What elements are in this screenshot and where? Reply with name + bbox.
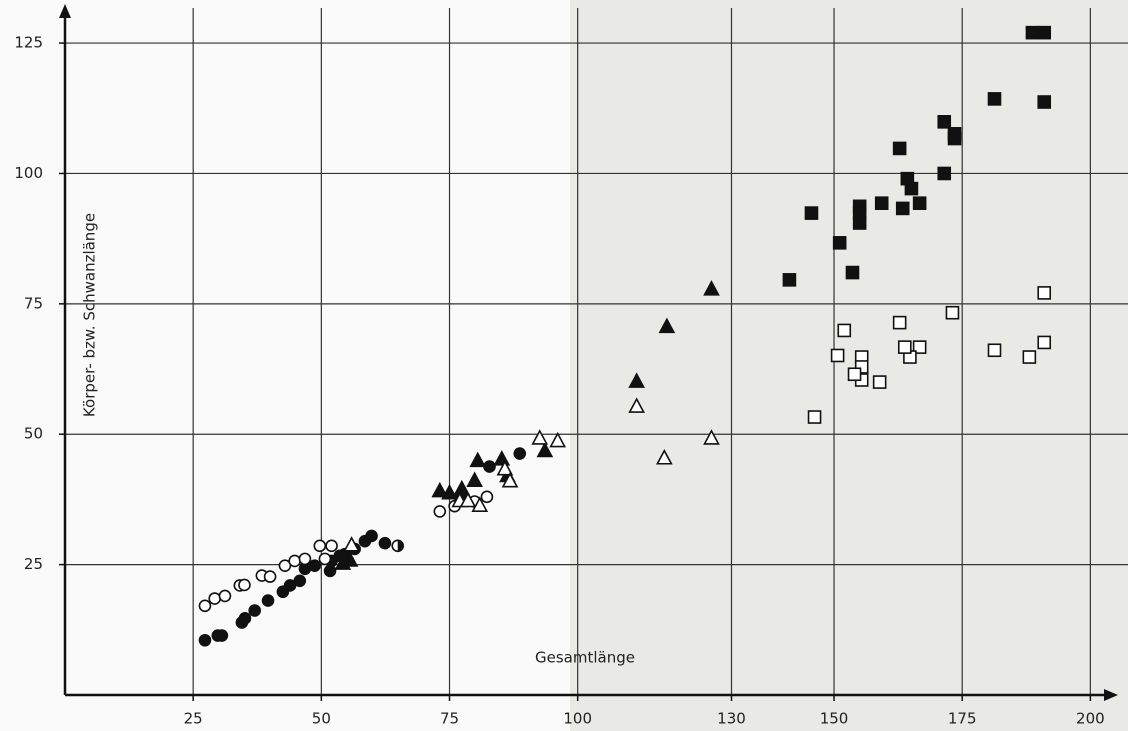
- marks-layer: [198, 25, 1052, 647]
- point: [804, 206, 819, 220]
- point: [496, 460, 514, 476]
- point: [466, 471, 483, 487]
- point: [987, 343, 1002, 358]
- point: [1022, 350, 1037, 364]
- point: [832, 236, 847, 250]
- point: [238, 612, 252, 625]
- point: [1025, 25, 1040, 40]
- point: [218, 589, 232, 603]
- point: [1037, 335, 1052, 350]
- point: [655, 449, 673, 465]
- point: [513, 447, 527, 460]
- y-tick-label: 75: [24, 294, 43, 312]
- point: [343, 536, 360, 552]
- point: [325, 539, 338, 553]
- point: [308, 559, 321, 572]
- x-axis-label: Gesamtlänge: [535, 649, 635, 667]
- point: [874, 196, 889, 210]
- x-tick-label: 200: [1076, 710, 1105, 728]
- x-tick-label: 175: [948, 710, 977, 728]
- point: [283, 579, 297, 592]
- point: [248, 604, 261, 617]
- point: [658, 317, 676, 334]
- point: [945, 305, 960, 320]
- point: [313, 539, 327, 553]
- point: [208, 592, 222, 605]
- scan-shade: [570, 0, 1128, 731]
- point: [912, 196, 927, 210]
- point: [549, 431, 567, 448]
- point: [847, 367, 862, 382]
- point: [628, 397, 645, 413]
- x-tick-label: 130: [717, 710, 746, 728]
- point: [937, 115, 952, 129]
- point: [1037, 25, 1052, 40]
- y-axis-label: Körper- bzw. Schwanzlänge: [81, 213, 99, 417]
- point: [912, 340, 927, 354]
- x-tick-label: 50: [312, 710, 331, 728]
- point: [198, 599, 212, 613]
- x-axis-arrow: [1104, 689, 1118, 701]
- x-tick-label: 100: [563, 710, 592, 728]
- point: [261, 594, 275, 607]
- point: [341, 551, 359, 567]
- point: [937, 166, 952, 181]
- point: [852, 216, 867, 230]
- point: [830, 348, 845, 363]
- point: [782, 273, 797, 287]
- point: [288, 554, 301, 568]
- point: [263, 570, 277, 583]
- point: [441, 483, 458, 500]
- point: [1037, 95, 1052, 109]
- point: [904, 181, 919, 196]
- point: [845, 265, 860, 280]
- point: [892, 141, 907, 156]
- y-tick-label: 25: [24, 555, 43, 573]
- point: [453, 479, 471, 496]
- y-axis-arrow: [59, 4, 71, 18]
- point: [278, 559, 292, 572]
- point: [501, 472, 519, 488]
- point: [897, 340, 912, 354]
- x-tick-label: 75: [440, 710, 459, 728]
- point: [318, 552, 332, 566]
- y-tick-label: 125: [14, 34, 43, 52]
- point: [531, 429, 549, 445]
- point: [987, 92, 1002, 106]
- point-half: [397, 540, 404, 552]
- point: [471, 496, 489, 513]
- y-tick-label: 50: [24, 425, 43, 443]
- point: [837, 323, 852, 338]
- y-tick-label: 100: [14, 164, 43, 182]
- point: [628, 372, 645, 388]
- point: [480, 490, 494, 504]
- x-tick-label: 150: [820, 710, 849, 728]
- point: [433, 505, 447, 518]
- point: [536, 441, 554, 458]
- point: [391, 539, 405, 553]
- point: [703, 429, 720, 445]
- point: [298, 552, 312, 566]
- point: [469, 451, 487, 468]
- x-tick-label: 25: [184, 710, 203, 728]
- point: [703, 280, 720, 296]
- point: [459, 491, 477, 508]
- point: [378, 536, 392, 550]
- point: [365, 529, 378, 543]
- point: [198, 633, 212, 647]
- point: [238, 578, 251, 592]
- point: [293, 574, 307, 588]
- point: [215, 629, 229, 642]
- point: [872, 375, 887, 389]
- point: [895, 201, 910, 216]
- point: [947, 131, 962, 146]
- point: [892, 315, 907, 330]
- point: [431, 481, 449, 498]
- point: [807, 410, 822, 424]
- point: [1037, 286, 1052, 300]
